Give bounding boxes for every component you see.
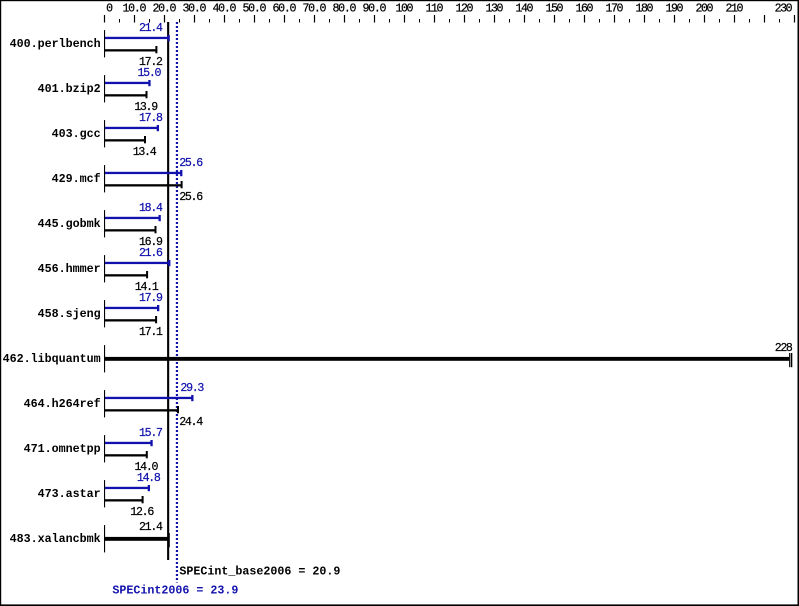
svg-text:180: 180 [636, 2, 654, 15]
svg-text:25.6: 25.6 [179, 157, 203, 170]
svg-text:170: 170 [606, 2, 624, 15]
svg-text:445.gobmk: 445.gobmk [38, 217, 101, 231]
svg-text:14.1: 14.1 [135, 281, 159, 294]
svg-text:17.1: 17.1 [139, 326, 163, 339]
svg-text:20.0: 20.0 [153, 2, 177, 15]
svg-text:458.sjeng: 458.sjeng [38, 307, 101, 321]
svg-text:228: 228 [775, 342, 793, 355]
svg-text:160: 160 [576, 2, 594, 15]
svg-text:60.0: 60.0 [273, 2, 297, 15]
svg-text:17.9: 17.9 [139, 292, 163, 305]
svg-text:140: 140 [516, 2, 534, 15]
svg-text:SPECint2006 = 23.9: SPECint2006 = 23.9 [112, 584, 238, 598]
svg-text:100: 100 [396, 2, 414, 15]
svg-text:14.0: 14.0 [135, 461, 159, 474]
svg-text:SPECint_base2006 = 20.9: SPECint_base2006 = 20.9 [179, 565, 340, 579]
svg-text:21.4: 21.4 [139, 521, 163, 534]
svg-text:40.0: 40.0 [213, 2, 237, 15]
svg-text:90.0: 90.0 [363, 2, 387, 15]
svg-text:30.0: 30.0 [183, 2, 207, 15]
svg-text:130: 130 [486, 2, 504, 15]
svg-text:14.8: 14.8 [137, 472, 161, 485]
svg-text:16.9: 16.9 [139, 236, 163, 249]
svg-text:17.2: 17.2 [139, 56, 163, 69]
svg-text:200: 200 [696, 2, 714, 15]
svg-text:18.4: 18.4 [139, 202, 163, 215]
svg-text:456.hmmer: 456.hmmer [38, 262, 101, 276]
svg-text:13.4: 13.4 [133, 146, 157, 159]
svg-text:12.6: 12.6 [130, 506, 154, 519]
svg-text:70.0: 70.0 [303, 2, 327, 15]
svg-text:429.mcf: 429.mcf [52, 172, 101, 186]
svg-text:110: 110 [426, 2, 444, 15]
svg-text:403.gcc: 403.gcc [52, 127, 101, 141]
svg-text:29.3: 29.3 [180, 382, 204, 395]
svg-text:15.0: 15.0 [138, 67, 162, 80]
svg-text:150: 150 [546, 2, 564, 15]
svg-text:400.perlbench: 400.perlbench [10, 37, 101, 51]
svg-text:230: 230 [775, 2, 793, 15]
svg-text:24.4: 24.4 [179, 416, 203, 429]
svg-text:21.6: 21.6 [139, 247, 163, 260]
svg-text:483.xalancbmk: 483.xalancbmk [10, 532, 101, 546]
svg-text:10.0: 10.0 [123, 2, 147, 15]
svg-text:120: 120 [456, 2, 474, 15]
svg-text:13.9: 13.9 [134, 101, 158, 114]
svg-text:210: 210 [726, 2, 744, 15]
svg-text:401.bzip2: 401.bzip2 [38, 82, 101, 96]
svg-text:473.astar: 473.astar [38, 487, 101, 501]
svg-text:80.0: 80.0 [333, 2, 357, 15]
svg-text:25.6: 25.6 [179, 191, 203, 204]
svg-text:462.libquantum: 462.libquantum [3, 352, 101, 366]
svg-text:50.0: 50.0 [243, 2, 267, 15]
svg-text:464.h264ref: 464.h264ref [24, 397, 101, 411]
svg-text:15.7: 15.7 [139, 427, 163, 440]
svg-text:17.8: 17.8 [139, 112, 163, 125]
svg-text:0: 0 [106, 2, 113, 15]
svg-text:190: 190 [666, 2, 684, 15]
svg-text:471.omnetpp: 471.omnetpp [24, 442, 101, 456]
svg-text:21.4: 21.4 [139, 22, 163, 35]
